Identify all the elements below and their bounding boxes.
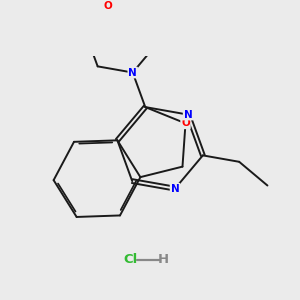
- Text: Cl: Cl: [124, 254, 138, 266]
- Text: N: N: [184, 110, 192, 120]
- Text: O: O: [104, 1, 113, 11]
- Text: H: H: [158, 254, 169, 266]
- Text: O: O: [181, 118, 190, 128]
- Text: N: N: [171, 184, 179, 194]
- Text: N: N: [128, 68, 137, 77]
